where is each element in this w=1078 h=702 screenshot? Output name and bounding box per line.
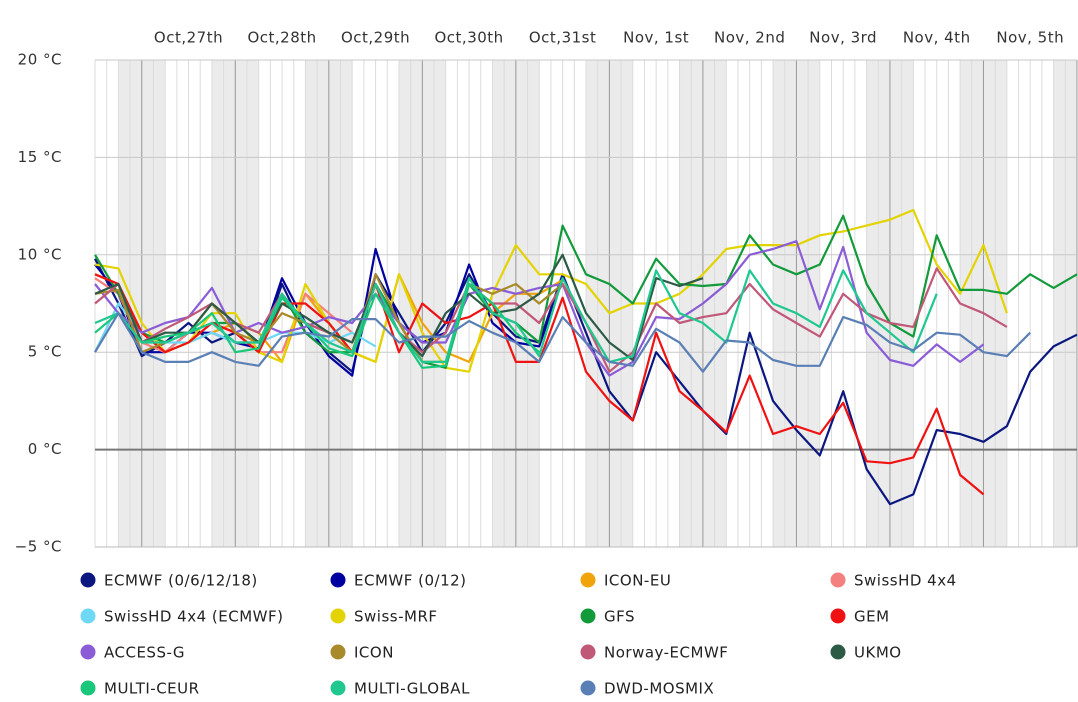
legend-label: DWD-MOSMIX: [604, 680, 714, 698]
legend-label: ACCESS-G: [104, 644, 185, 662]
legend-swatch: [830, 572, 846, 588]
legend-swatch: [80, 572, 96, 588]
series-line: [94, 312, 1031, 373]
legend-swatch: [330, 680, 346, 696]
legend-label: ECMWF (0/12): [354, 572, 467, 590]
y-tick-label: 0 °C: [28, 440, 62, 458]
x-tick-label: Oct,28th: [247, 29, 316, 47]
y-tick-label: 10 °C: [18, 245, 62, 263]
legend-swatch: [580, 608, 596, 624]
legend-swatch: [330, 608, 346, 624]
y-tick-label: 15 °C: [18, 148, 62, 166]
x-tick-label: Oct,27th: [154, 29, 223, 47]
legend-label: SwissHD 4x4 (ECMWF): [104, 608, 283, 626]
series-line: [94, 269, 938, 363]
x-tick-label: Oct,30th: [435, 29, 504, 47]
legend-label: SwissHD 4x4: [854, 572, 957, 590]
legend-label: Swiss-MRF: [354, 608, 438, 626]
legend-label: MULTI-GLOBAL: [354, 680, 470, 698]
legend-swatch: [330, 572, 346, 588]
legend-label: UKMO: [854, 644, 902, 662]
legend-label: Norway-ECMWF: [604, 644, 728, 662]
legend-swatch: [80, 680, 96, 696]
x-tick-label: Nov, 3rd: [809, 29, 877, 47]
y-tick-label: −5 °C: [15, 538, 62, 556]
legend-label: ECMWF (0/6/12/18): [104, 572, 258, 590]
legend-swatch: [580, 680, 596, 696]
x-tick-label: Oct,31st: [529, 29, 597, 47]
legend-label: ICON: [354, 644, 394, 662]
legend-swatch: [830, 644, 846, 660]
x-tick-label: Nov, 1st: [623, 29, 689, 47]
legend-swatch: [580, 572, 596, 588]
legend-label: GEM: [854, 608, 890, 626]
y-tick-label: 5 °C: [28, 343, 62, 361]
legend-swatch: [80, 644, 96, 660]
legend-label: GFS: [604, 608, 635, 626]
legend-swatch: [580, 644, 596, 660]
x-tick-label: Nov, 5th: [996, 29, 1064, 47]
legend-label: ICON-EU: [604, 572, 671, 590]
series-line: [94, 267, 1008, 373]
x-tick-label: Nov, 4th: [903, 29, 971, 47]
legend-swatch: [330, 644, 346, 660]
y-tick-label: 20 °C: [18, 51, 62, 69]
legend-swatch: [80, 608, 96, 624]
x-tick-label: Oct,29th: [341, 29, 410, 47]
legend-label: MULTI-CEUR: [104, 680, 200, 698]
x-tick-label: Nov, 2nd: [714, 29, 785, 47]
legend-swatch: [830, 608, 846, 624]
